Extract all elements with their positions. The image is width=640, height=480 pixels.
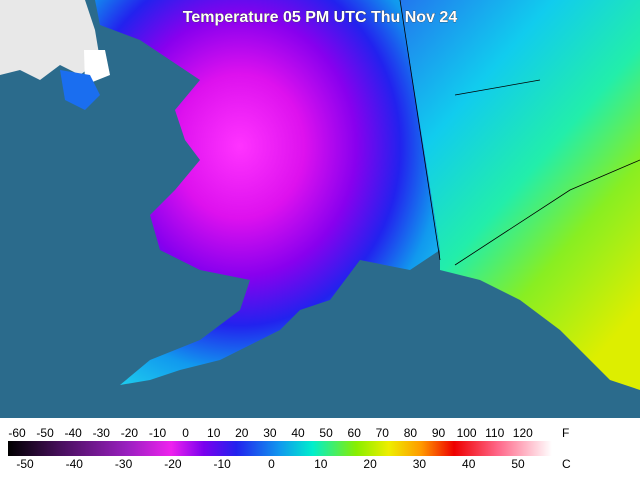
scale-label: -20 — [164, 457, 182, 471]
scale-label: -30 — [115, 457, 133, 471]
scale-label: 40 — [462, 457, 476, 471]
scale-label: 20 — [363, 457, 377, 471]
scale-label: -20 — [121, 426, 139, 440]
scale-label: 0 — [268, 457, 275, 471]
color-bar — [8, 441, 552, 456]
canada-land — [400, 0, 640, 390]
scale-label: 30 — [263, 426, 277, 440]
scale-label: -10 — [149, 426, 167, 440]
scale-label: -50 — [16, 457, 34, 471]
scale-label: 0 — [182, 426, 189, 440]
scale-label: -60 — [8, 426, 26, 440]
border — [399, 0, 640, 266]
scale-label: 50 — [511, 457, 525, 471]
scale-label: 10 — [314, 457, 328, 471]
scale-label: 110 — [485, 426, 504, 440]
russia-land — [0, 0, 100, 80]
scale-label: -10 — [214, 457, 232, 471]
scale-label: 20 — [235, 426, 249, 440]
scale-label: 70 — [376, 426, 390, 440]
scale-label: 40 — [291, 426, 305, 440]
alaska-land — [95, 0, 440, 385]
scale-label: 10 — [207, 426, 221, 440]
scale-label: 90 — [432, 426, 446, 440]
scale-label: 30 — [413, 457, 427, 471]
unit-c: C — [562, 457, 571, 471]
scale-label: -50 — [36, 426, 54, 440]
scale-label: 80 — [404, 426, 418, 440]
scale-label: 120 — [513, 426, 533, 440]
island — [60, 70, 100, 110]
scale-label: -40 — [65, 426, 83, 440]
scale-label: 60 — [348, 426, 362, 440]
scale-label: 50 — [319, 426, 333, 440]
scale-label: -40 — [66, 457, 84, 471]
scale-label: -30 — [93, 426, 111, 440]
scale-label: 100 — [457, 426, 477, 440]
unit-f: F — [562, 426, 569, 440]
map-title: Temperature 05 PM UTC Thu Nov 24 — [183, 9, 458, 26]
